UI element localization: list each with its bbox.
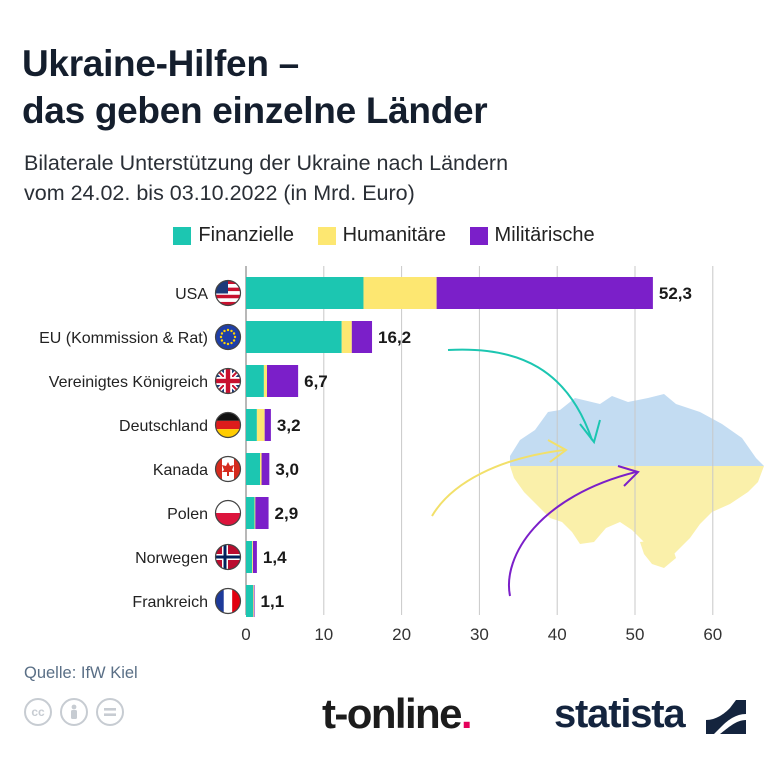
legend-item-finanzielle: Finanzielle: [173, 224, 294, 247]
bar-segment: [246, 365, 264, 397]
total-label: 16,2: [378, 328, 411, 347]
x-tick-label: 20: [392, 625, 411, 644]
category-labels: USA EU (Kommission & Rat) Vereinigtes Köni…: [39, 286, 208, 611]
legend: Finanzielle Humanitäre Militärische: [0, 224, 768, 252]
chart-subtitle: Bilaterale Unterstützung der Ukraine nac…: [24, 148, 744, 208]
no-derivatives-icon: [96, 698, 124, 726]
teal-arrow-head: [579, 419, 601, 445]
x-tick-label: 50: [626, 625, 645, 644]
x-axis-tick-labels: 0 10 20 30 40 50 60: [241, 625, 722, 644]
legend-item-humanitaere: Humanitäre: [317, 224, 446, 247]
bar-segment: [436, 277, 653, 309]
category-label: Vereinigtes Königreich: [49, 374, 208, 391]
title-line-1: Ukraine-Hilfen –: [22, 43, 299, 84]
legend-label-humanitaere: Humanitäre: [342, 224, 446, 247]
total-label: 6,7: [304, 372, 328, 391]
us-flag-icon: [214, 279, 242, 307]
category-label: Deutschland: [119, 418, 208, 435]
uk-flag-icon: [214, 367, 242, 395]
bar-segment: [263, 365, 268, 397]
total-label: 3,2: [277, 416, 301, 435]
x-tick-label: 10: [314, 625, 333, 644]
yellow-arrow-head: [547, 439, 568, 463]
purple-arrow-head: [617, 465, 640, 487]
bars: [246, 277, 653, 617]
x-tick-label: 30: [470, 625, 489, 644]
france-flag-icon: [214, 587, 242, 615]
bar-segment: [255, 497, 269, 529]
category-label: Kanada: [153, 462, 208, 479]
category-label: Frankreich: [132, 594, 208, 611]
bar-segment: [260, 453, 262, 485]
bar-segment: [256, 409, 265, 441]
arrows-illustration: [431, 348, 640, 597]
source-text: Quelle: IfW Kiel: [24, 664, 138, 682]
bar-segment: [252, 541, 254, 573]
bar-segment: [246, 497, 255, 529]
t-online-logo-text: t-online: [322, 690, 462, 737]
bar-segment: [246, 585, 254, 617]
t-online-logo: t-online.: [322, 690, 473, 738]
subtitle-line-2: vom 24.02. bis 03.10.2022 (in Mrd. Euro): [24, 181, 415, 205]
bar-segment: [253, 541, 257, 573]
legend-swatch-militaerische: [469, 226, 488, 245]
x-tick-label: 0: [241, 625, 250, 644]
x-tick-label: 40: [548, 625, 567, 644]
legend-label-militaerische: Militärische: [494, 224, 595, 247]
total-label: 1,1: [261, 592, 285, 611]
total-label: 52,3: [659, 284, 692, 303]
ukraine-map-north: [510, 394, 764, 466]
statista-logo-icon: [706, 700, 746, 734]
bar-segment: [267, 365, 299, 397]
title-line-2: das geben einzelne Länder: [22, 90, 488, 131]
crimea-shape: [640, 540, 676, 568]
bar-segment: [253, 585, 255, 617]
yellow-arrow: [431, 449, 565, 517]
bar-segment: [246, 409, 257, 441]
bar-segment: [246, 453, 261, 485]
legend-item-militaerische: Militärische: [469, 224, 595, 247]
ukraine-map-illustration: [510, 394, 764, 568]
legend-label-finanzielle: Finanzielle: [198, 224, 295, 247]
chart-title: Ukraine-Hilfen – das geben einzelne Länd…: [22, 40, 742, 134]
bar-segment: [246, 541, 253, 573]
eu-flag-icon: [214, 323, 242, 351]
total-label: 2,9: [275, 504, 299, 523]
bar-segment: [253, 585, 254, 617]
germany-flag-icon: [214, 411, 242, 439]
total-labels: 52,3 16,2 6,7 3,2 3,0 2,9 1,4 1,1: [261, 284, 692, 611]
bar-segment: [246, 277, 364, 309]
t-online-logo-dot: .: [460, 690, 473, 737]
teal-arrow: [447, 348, 593, 441]
category-label: EU (Kommission & Rat): [39, 330, 208, 347]
poland-flag-icon: [214, 499, 242, 527]
norway-flag-icon: [214, 543, 242, 571]
total-label: 3,0: [275, 460, 299, 479]
ukraine-map-south: [510, 466, 764, 562]
attribution-icon: [60, 698, 88, 726]
statista-logo-text: statista: [554, 692, 686, 736]
category-label: Norwegen: [135, 550, 208, 567]
total-label: 1,4: [263, 548, 287, 567]
bar-segment: [264, 409, 271, 441]
license-icons: cc: [24, 698, 124, 726]
bar-segment: [254, 497, 256, 529]
category-label: USA: [175, 286, 208, 303]
stacked-bar-chart: USA EU (Kommission & Rat) Vereinigtes Köni…: [39, 266, 764, 644]
bar-segment: [341, 321, 352, 353]
cc-icon: cc: [24, 698, 52, 726]
legend-swatch-humanitaere: [317, 226, 336, 245]
bar-segment: [363, 277, 437, 309]
legend-swatch-finanzielle: [173, 226, 192, 245]
bar-segment: [246, 321, 342, 353]
subtitle-line-1: Bilaterale Unterstützung der Ukraine nac…: [24, 151, 509, 175]
purple-arrow: [508, 471, 637, 597]
canada-flag-icon: [214, 455, 242, 483]
flags: [214, 279, 242, 615]
bar-segment: [351, 321, 373, 353]
x-tick-label: 60: [703, 625, 722, 644]
category-label: Polen: [167, 506, 208, 523]
bar-segment: [261, 453, 270, 485]
